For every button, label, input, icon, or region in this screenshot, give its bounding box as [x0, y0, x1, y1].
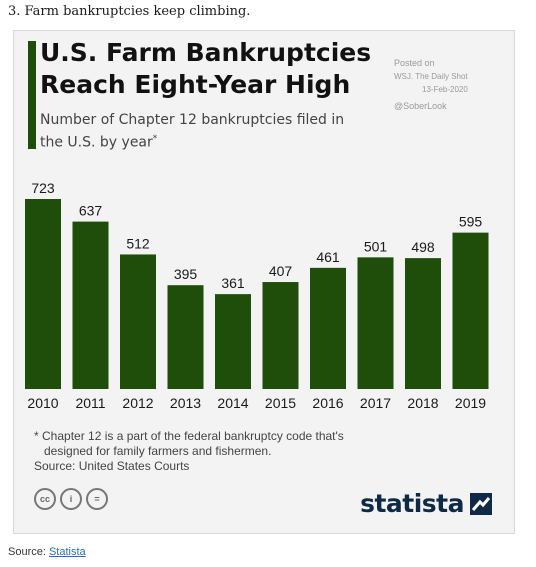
x-tick-label-2012: 2012: [122, 395, 153, 411]
chart-subtitle: Number of Chapter 12 bankruptcies filed …: [40, 111, 360, 153]
intro-text: 3. Farm bankruptcies keep climbing.: [8, 4, 251, 19]
x-tick-label-2015: 2015: [265, 395, 296, 411]
title-accent-bar: [28, 41, 36, 149]
bar-2016: [310, 267, 346, 389]
bar-2011: [72, 221, 109, 389]
x-tick-label-2013: 2013: [170, 395, 201, 411]
x-tick-label-2016: 2016: [312, 395, 343, 411]
value-label-2017: 501: [364, 238, 388, 254]
license-icons: cc i =: [34, 488, 108, 510]
statista-wordmark: statista: [360, 489, 464, 518]
footnote-source: Source: United States Courts: [34, 459, 190, 473]
infographic-card: U.S. Farm Bankruptcies Reach Eight-Year …: [13, 30, 515, 534]
x-tick-label-2011: 2011: [75, 395, 105, 411]
bar-2019: [452, 232, 489, 389]
attribution-icon[interactable]: i: [60, 488, 82, 510]
posted-label: Posted on: [394, 58, 435, 68]
posted-on-watermark: Posted on WSJ. The Daily Shot 13-Feb-202…: [394, 57, 494, 113]
value-label-2013: 395: [174, 266, 198, 282]
x-tick-label-2017: 2017: [360, 395, 391, 411]
value-label-2019: 595: [459, 214, 483, 230]
value-label-2016: 461: [316, 249, 340, 265]
value-label-2018: 498: [411, 239, 435, 255]
bar-2017: [357, 257, 394, 389]
subtitle-footnote-mark: *: [152, 134, 158, 144]
bar-2018: [405, 258, 441, 389]
chart-title: U.S. Farm Bankruptcies Reach Eight-Year …: [40, 38, 372, 99]
bar-2015: [262, 282, 299, 389]
cc-icon[interactable]: cc: [34, 488, 56, 510]
value-label-2011: 637: [79, 203, 103, 219]
footnote: * Chapter 12 is a part of the federal ba…: [34, 429, 474, 474]
source-prefix: Source:: [8, 546, 49, 558]
subtitle-text: Number of Chapter 12 bankruptcies filed …: [40, 112, 345, 151]
value-label-2014: 361: [221, 275, 245, 291]
x-tick-label-2010: 2010: [27, 395, 58, 411]
statista-mark-icon: [470, 492, 492, 515]
x-tick-label-2018: 2018: [407, 395, 438, 411]
bar-2012: [120, 254, 156, 389]
bar-2010: [25, 199, 61, 389]
bar-2014: [215, 294, 251, 389]
x-tick-label-2019: 2019: [455, 395, 486, 411]
x-tick-label-2014: 2014: [217, 395, 248, 411]
value-label-2010: 723: [31, 180, 55, 196]
footnote-line-1: * Chapter 12 is a part of the federal ba…: [34, 429, 344, 443]
page-source: Source: Statista: [8, 546, 86, 558]
no-derivatives-icon[interactable]: =: [86, 488, 108, 510]
footnote-line-2: designed for family farmers and fisherme…: [44, 444, 272, 458]
statista-logo[interactable]: statista: [360, 489, 492, 518]
posted-outlet: WSJ. The Daily Shot: [394, 72, 468, 81]
bar-chart: 723 2010 637 2011 512 2012 395 2013 361 2014 407 20…: [25, 180, 489, 411]
value-label-2012: 512: [126, 235, 150, 251]
statista-source-link[interactable]: Statista: [48, 546, 86, 558]
value-label-2015: 407: [269, 263, 293, 279]
posted-date: 13-Feb-2020: [422, 85, 468, 94]
posted-handle: @SoberLook: [394, 101, 447, 111]
bar-2013: [167, 285, 204, 389]
